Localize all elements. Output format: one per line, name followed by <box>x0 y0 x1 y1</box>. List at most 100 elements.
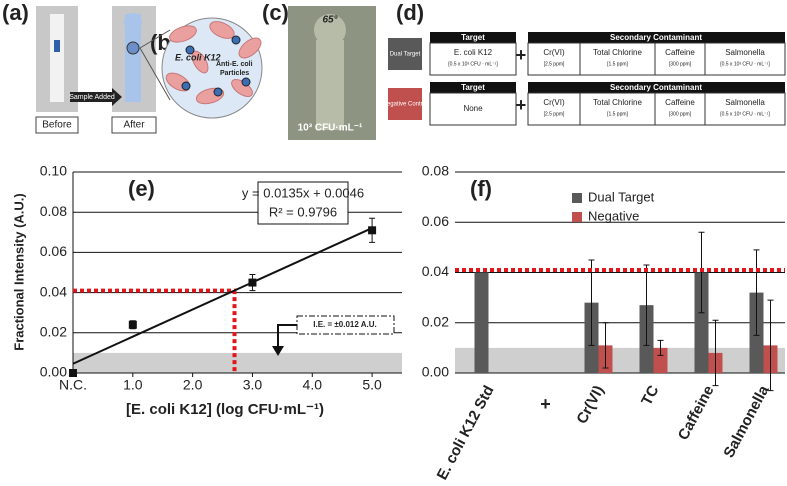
point <box>368 226 377 235</box>
x-tick-label: + <box>540 394 551 414</box>
zoom-line <box>139 47 171 101</box>
bar <box>474 272 489 373</box>
ie-band <box>73 352 402 373</box>
y-tick-label: 0.06 <box>40 243 67 259</box>
x-tick-label: Cr(VI) <box>573 383 607 427</box>
x-tick-label: Caffeine <box>675 383 718 443</box>
x-tick-label: TC <box>638 383 662 409</box>
sample-pad <box>314 14 346 46</box>
bar <box>653 347 668 373</box>
contaminant: Salmonella <box>725 98 765 107</box>
error-bar <box>698 231 705 314</box>
caption: Before <box>42 120 72 131</box>
x-tick-label: 4.0 <box>303 377 323 393</box>
table-header <box>430 32 516 43</box>
table-header <box>430 82 516 93</box>
particle-label: Particles <box>220 70 249 77</box>
legend-label: Negative <box>588 208 639 223</box>
strip <box>316 40 344 130</box>
contaminant-conc: [0.5 x 10³ CFU · mL⁻¹] <box>720 61 770 67</box>
contaminant-conc: [1.5 ppm] <box>607 111 628 117</box>
particles <box>181 35 251 97</box>
panel-label: (c) <box>262 0 289 25</box>
contaminant-conc: [2.5 ppm] <box>544 111 565 117</box>
caption: After <box>123 120 145 131</box>
r-squared: R² = 0.9796 <box>269 204 337 219</box>
target: E. coli K12 <box>454 48 493 57</box>
arrow <box>70 88 122 106</box>
tag: Negative Control <box>383 102 428 108</box>
fit-line <box>72 227 373 365</box>
y-tick-label: 0.00 <box>40 364 67 380</box>
y-tick-label: 0.02 <box>40 324 67 340</box>
legend-swatch <box>572 212 582 222</box>
y-axis-label: Fractional Intensity (A.U.) <box>11 193 26 350</box>
zoom-line <box>139 29 171 49</box>
error-bar <box>602 322 609 369</box>
sample-pad <box>124 13 142 31</box>
contaminant: Total Chlorine <box>593 98 642 107</box>
y-tick-label: 0.08 <box>422 163 449 179</box>
contaminant: Cr(VI) <box>543 98 565 107</box>
table-cell <box>704 92 786 126</box>
y-tick-label: 0.04 <box>40 283 67 299</box>
contaminant: Total Chlorine <box>593 48 642 57</box>
table-cell <box>527 92 581 126</box>
contaminant: Caffeine <box>665 98 695 107</box>
strip <box>125 14 141 102</box>
y-tick-label: 0.04 <box>422 263 449 279</box>
error-bar <box>657 339 664 356</box>
equation: y = 0.0135x + 0.0046 <box>242 185 364 200</box>
contaminant-conc: [2.5 ppm] <box>544 61 565 67</box>
contaminant-conc: [0.5 x 10³ CFU · mL⁻¹] <box>720 111 770 117</box>
angle: 65° <box>322 15 338 26</box>
table-cell <box>429 92 517 126</box>
point <box>69 369 77 377</box>
particle-label: Anti-E. coli <box>216 61 253 68</box>
test-zone <box>126 41 140 55</box>
table-cell <box>704 42 786 76</box>
y-tick-label: 0.00 <box>422 364 449 380</box>
concentration: 10³ CFU·mL⁻¹ <box>298 123 363 134</box>
table-header <box>528 32 785 43</box>
point <box>248 278 257 287</box>
tag-box <box>388 38 422 70</box>
x-axis-label: [E. coli K12] (log CFU·mL⁻¹) <box>126 401 324 418</box>
y-tick-label: 0.08 <box>40 203 67 219</box>
legend-label: Dual Target <box>588 189 655 204</box>
table-cell <box>654 92 706 126</box>
table-cell <box>527 42 581 76</box>
bar <box>694 272 709 373</box>
x-tick-label: E. coli K12 Std <box>434 383 498 483</box>
contaminant: Salmonella <box>725 48 765 57</box>
x-tick-label: N.C. <box>59 377 87 393</box>
ie-arrow-head <box>272 346 284 356</box>
table-cell <box>429 42 517 76</box>
x-tick-label: 5.0 <box>362 377 382 393</box>
contaminant: Cr(VI) <box>543 48 565 57</box>
contaminant: Caffeine <box>665 48 695 57</box>
strip <box>50 14 64 102</box>
plus: + <box>516 45 527 65</box>
x-tick-label: 1.0 <box>123 377 143 393</box>
target-conc: [0.5 x 10³ CFU · mL⁻¹] <box>448 61 498 67</box>
ie-arrow <box>277 324 297 350</box>
legend-swatch <box>572 193 582 203</box>
header: Target <box>461 33 485 42</box>
table-cell <box>579 42 656 76</box>
ie-label: I.E. = ±0.012 A.U. <box>313 320 376 329</box>
target: None <box>463 104 483 113</box>
point <box>128 320 137 329</box>
error-bar <box>643 264 650 346</box>
error-bar <box>712 319 719 387</box>
error-bar <box>588 259 595 346</box>
tag-box <box>388 88 422 120</box>
table-header <box>528 82 785 93</box>
arrow-label: Sample Added <box>69 94 115 101</box>
y-tick-label: 0.02 <box>422 313 449 329</box>
cell-label: E. coli K12 <box>175 52 221 62</box>
header: Secondary Contaminant <box>610 83 702 92</box>
header: Secondary Contaminant <box>610 33 702 42</box>
panel-label: (d) <box>396 0 424 25</box>
